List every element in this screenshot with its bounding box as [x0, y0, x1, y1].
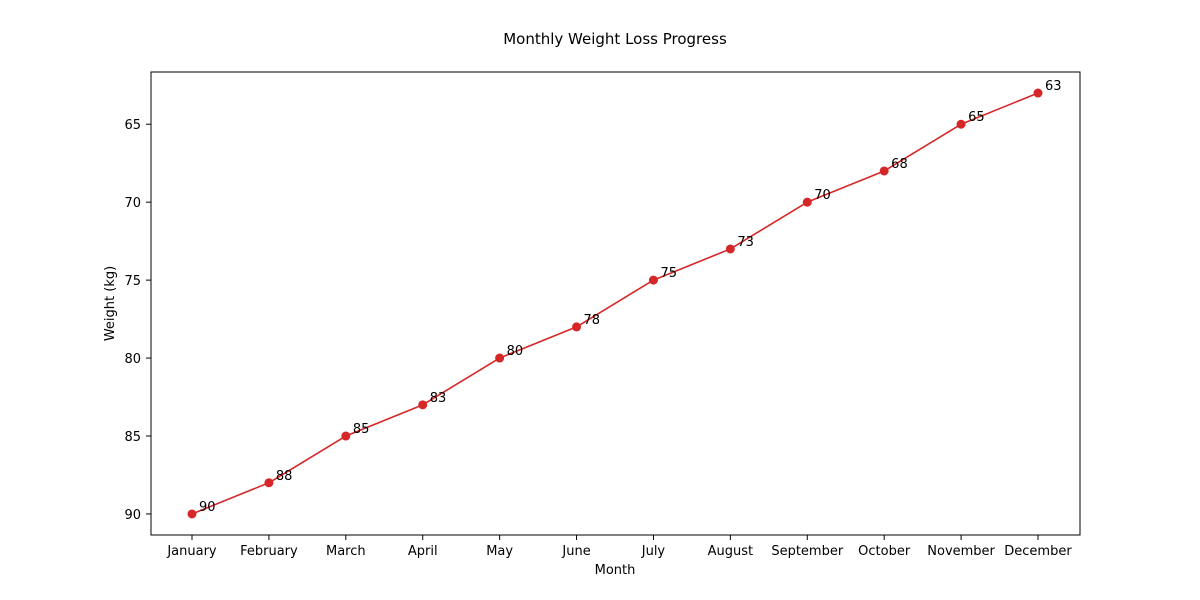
chart-title: Monthly Weight Loss Progress [503, 30, 727, 48]
data-point [1033, 88, 1043, 98]
y-tick-label: 75 [124, 274, 141, 289]
x-tick-label: March [326, 544, 366, 559]
series-line [191, 92, 1039, 515]
data-label: 78 [584, 313, 601, 328]
data-label: 65 [968, 110, 985, 125]
data-label: 85 [353, 422, 370, 437]
x-axis-ticks: January February March April May June July Augu… [166, 535, 1072, 559]
data-point [264, 478, 274, 488]
data-label: 73 [737, 235, 754, 250]
x-tick-label: August [708, 544, 754, 559]
data-label: 80 [507, 344, 524, 359]
data-label: 88 [276, 469, 293, 484]
data-label: 83 [430, 391, 447, 406]
data-point [418, 400, 428, 410]
data-label: 68 [891, 157, 908, 172]
data-labels: 90 88 85 83 80 78 75 73 70 68 65 63 [199, 79, 1062, 515]
x-tick-label: February [240, 544, 298, 559]
y-tick-label: 80 [124, 352, 141, 367]
x-tick-label: November [927, 544, 995, 559]
x-tick-label: July [641, 544, 666, 559]
y-tick-label: 90 [124, 508, 141, 523]
series-group [187, 88, 1043, 519]
data-point [956, 119, 966, 129]
data-label: 70 [814, 188, 831, 203]
data-point [187, 509, 197, 519]
data-point [341, 431, 351, 441]
data-point [495, 353, 505, 363]
x-tick-label: January [166, 544, 217, 559]
y-tick-label: 65 [124, 118, 141, 133]
data-point [879, 166, 889, 176]
data-label: 63 [1045, 79, 1062, 94]
y-axis-ticks: 65 70 75 80 85 90 [124, 118, 151, 523]
x-tick-label: October [858, 544, 911, 559]
x-tick-label: September [771, 544, 844, 559]
data-point [802, 197, 812, 207]
y-tick-label: 85 [124, 430, 141, 445]
data-point [648, 275, 658, 285]
x-tick-label: December [1004, 544, 1072, 559]
y-axis-label: Weight (kg) [103, 266, 118, 341]
data-point [725, 244, 735, 254]
data-label: 75 [660, 266, 677, 281]
x-axis-label: Month [595, 563, 636, 578]
data-point [572, 322, 582, 332]
data-label: 90 [199, 500, 216, 515]
y-tick-label: 70 [124, 196, 141, 211]
plot-area-frame [150, 71, 1081, 536]
x-tick-label: April [408, 544, 438, 559]
x-tick-label: May [486, 544, 513, 559]
x-tick-label: June [561, 544, 590, 559]
